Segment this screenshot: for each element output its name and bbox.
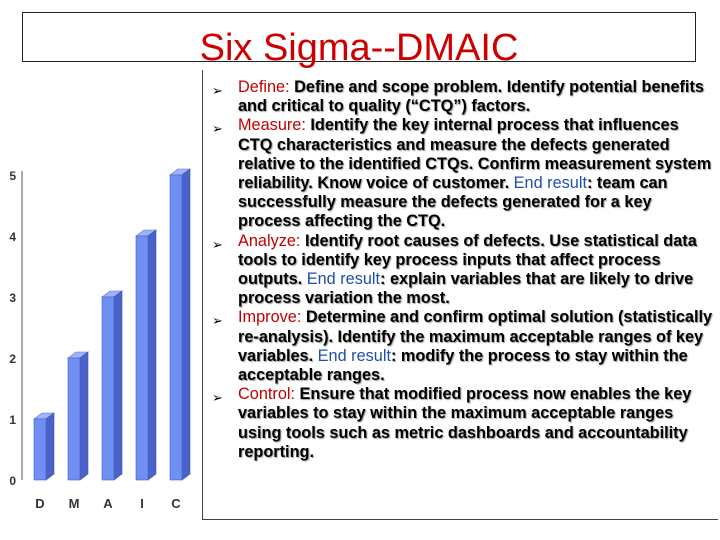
bullet-label: Control: (238, 385, 296, 404)
bar-a (101, 296, 115, 481)
content-panel (202, 70, 718, 520)
arrow-bullet-icon: ➢ (212, 390, 223, 406)
bullet-label: Improve: (238, 308, 302, 327)
page-title: Six Sigma--DMAIC (199, 27, 519, 69)
bullet-label: Analyze: (238, 231, 301, 250)
y-tick-label: 2 (9, 352, 16, 366)
bullet-tail: : modify the process to stay within the … (238, 346, 688, 385)
bullet-list: ➢ Define: Define and scope problem. Iden… (212, 78, 717, 462)
bullet-label: Define: (238, 78, 290, 96)
end-result-label: End result (306, 270, 381, 289)
y-tick-label: 5 (9, 169, 16, 183)
bullet-define: ➢ Define: Define and scope problem. Iden… (212, 78, 717, 116)
bar-side (147, 229, 157, 481)
x-tick-label: A (103, 496, 113, 511)
bar-side (181, 168, 191, 481)
arrow-bullet-icon: ➢ (212, 236, 223, 252)
bar-d (33, 418, 47, 481)
bullet-text: Identify the key internal process that i… (238, 116, 712, 193)
bullet-tail: : team can successfully measure the defe… (238, 174, 668, 231)
bar-side (79, 351, 89, 481)
bullet-measure: ➢ Measure: Identify the key internal pro… (212, 116, 717, 231)
bar-i (135, 235, 149, 481)
title-box: Six Sigma--DMAIC (22, 12, 696, 67)
arrow-bullet-icon: ➢ (212, 313, 223, 329)
bar-m (67, 357, 81, 481)
y-tick-label: 1 (9, 413, 16, 427)
bullet-text: Identify root causes of defects. Use sta… (238, 231, 697, 289)
bullet-improve: ➢ Improve: Determine and confirm optimal… (212, 308, 717, 385)
x-tick-label: I (140, 496, 144, 511)
y-tick-label: 4 (9, 230, 16, 244)
bullet-text: Define and scope problem. Identify poten… (238, 78, 704, 116)
bar-c (169, 174, 183, 481)
end-result-label: End result (513, 174, 587, 193)
bar-side (113, 290, 123, 481)
x-tick-label: C (171, 496, 181, 511)
y-tick-label: 0 (9, 474, 16, 488)
arrow-bullet-icon: ➢ (212, 121, 223, 137)
dmaic-bar-chart: 0 1 2 3 4 5 D M A I C (9, 168, 191, 511)
bullet-analyze: ➢ Analyze: Identify root causes of defec… (212, 232, 717, 309)
y-tick-label: 3 (9, 291, 16, 305)
bar-side (45, 412, 55, 481)
x-tick-label: D (35, 496, 44, 511)
bullet-tail: : explain variables that are likely to d… (238, 270, 694, 308)
bullet-label: Measure: (238, 116, 306, 135)
end-result-label: End result (317, 346, 391, 365)
arrow-bullet-icon: ➢ (212, 83, 223, 98)
bullet-control: ➢ Control: Ensure that modified process … (212, 385, 717, 462)
x-tick-label: M (69, 496, 80, 511)
bullet-text: Ensure that modified process now enables… (238, 385, 692, 461)
bullet-text: Determine and confirm optimal solution (… (238, 308, 713, 365)
